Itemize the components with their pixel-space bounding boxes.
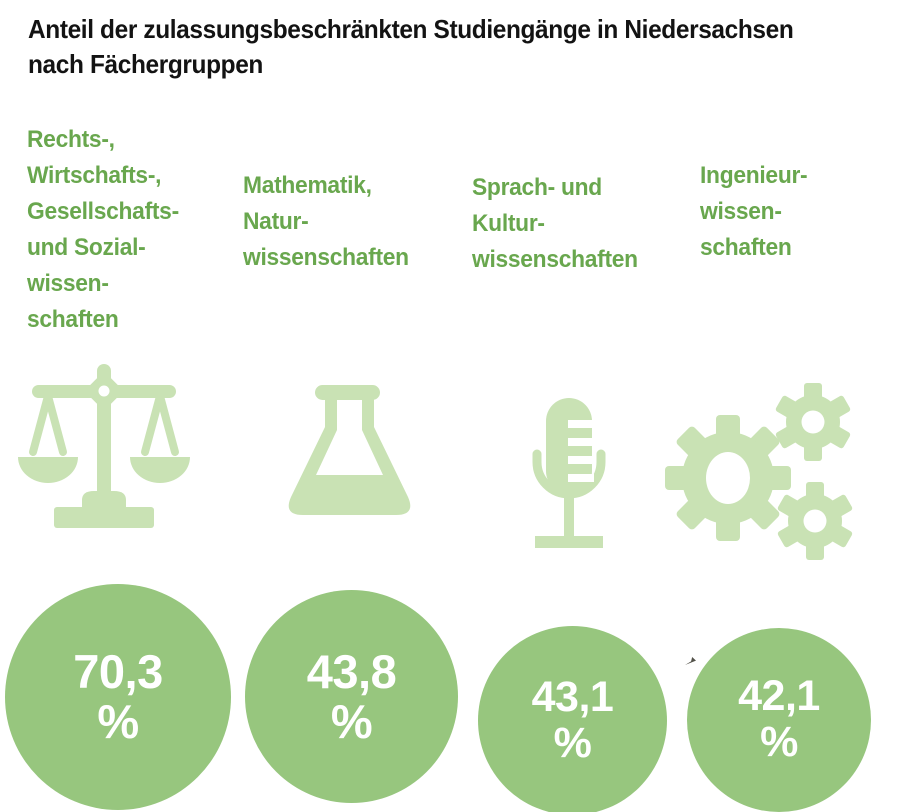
- value-circle-mathematik-natur: 43,8 %: [245, 590, 458, 803]
- group-label-rechts-wirtschafts: Rechts-, Wirtschafts-, Gesellschafts- un…: [27, 126, 179, 333]
- value-circle-ingenieur: 42,1 %: [687, 628, 871, 812]
- value-label: 70,3: [73, 645, 163, 699]
- group-label-sprach-kultur: Sprach- und Kultur- wissenschaften: [472, 174, 638, 273]
- scales-icon: [16, 364, 192, 545]
- group-label-ingenieur: Ingenieur- wissen- schaften: [700, 162, 808, 261]
- microphone-icon: [528, 396, 610, 553]
- flask-icon: [277, 385, 422, 530]
- unit-label: %: [97, 695, 139, 748]
- group-label-mathematik-natur: Mathematik, Natur- wissenschaften: [243, 172, 409, 271]
- gears-icon: [665, 378, 855, 565]
- value-label: 43,8: [306, 644, 397, 698]
- value-circle-sprach-kultur: 43,1 %: [478, 626, 667, 812]
- unit-label: %: [553, 718, 592, 767]
- unit-label: %: [760, 718, 798, 766]
- page-title: Anteil der zulassungsbeschränkten Studie…: [28, 14, 794, 79]
- unit-label: %: [330, 694, 373, 748]
- speck-artifact: [685, 657, 696, 665]
- value-label: 43,1: [531, 672, 614, 721]
- value-label: 42,1: [738, 672, 820, 721]
- value-circle-rechts-wirtschafts: 70,3 %: [5, 584, 231, 810]
